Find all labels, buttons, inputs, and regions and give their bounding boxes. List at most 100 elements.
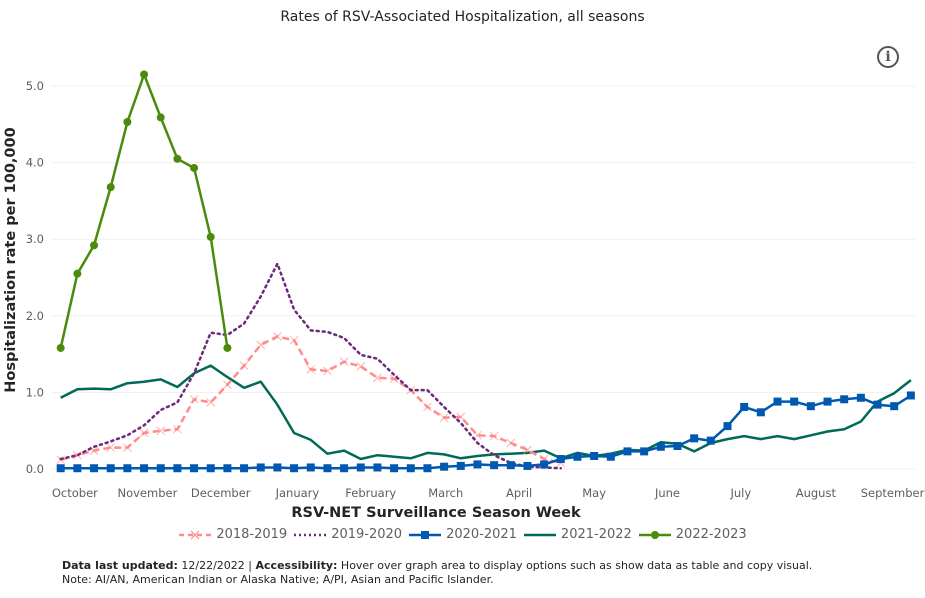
series-2020-2021[interactable] xyxy=(56,391,915,473)
data-point[interactable] xyxy=(706,436,715,445)
data-point[interactable] xyxy=(156,426,166,436)
legend-item[interactable]: 2019-2020 xyxy=(293,527,402,542)
data-point[interactable] xyxy=(723,422,732,431)
data-point[interactable] xyxy=(173,424,182,434)
data-point[interactable] xyxy=(740,402,749,411)
data-point[interactable] xyxy=(506,438,516,448)
data-point[interactable] xyxy=(140,464,149,473)
data-point[interactable] xyxy=(73,464,82,473)
series-line[interactable] xyxy=(59,262,563,470)
data-point[interactable] xyxy=(290,464,299,473)
data-point[interactable] xyxy=(756,408,765,417)
data-point[interactable] xyxy=(340,464,349,473)
data-point[interactable] xyxy=(156,464,165,473)
data-point[interactable] xyxy=(289,335,299,345)
data-point[interactable] xyxy=(156,113,165,122)
data-point[interactable] xyxy=(356,362,366,371)
data-point[interactable] xyxy=(223,343,232,352)
data-point[interactable] xyxy=(223,380,232,390)
data-point[interactable] xyxy=(190,464,199,473)
series-line[interactable] xyxy=(60,394,912,470)
data-point[interactable] xyxy=(490,461,499,470)
data-point[interactable] xyxy=(673,442,682,451)
data-point[interactable] xyxy=(489,431,499,441)
data-point[interactable] xyxy=(573,452,582,461)
data-point[interactable] xyxy=(223,464,232,473)
data-point[interactable] xyxy=(773,397,782,406)
data-point[interactable] xyxy=(140,70,149,79)
series-line[interactable] xyxy=(59,73,229,349)
series-2019-2020[interactable] xyxy=(59,262,563,470)
series-2022-2023[interactable] xyxy=(56,70,232,352)
data-point[interactable] xyxy=(90,464,99,473)
data-point[interactable] xyxy=(306,463,315,472)
info-icon[interactable]: i xyxy=(877,46,899,68)
data-point[interactable] xyxy=(239,361,249,370)
data-point[interactable] xyxy=(656,442,665,451)
data-point[interactable] xyxy=(206,398,216,407)
data-point[interactable] xyxy=(856,393,865,402)
legend-item[interactable]: 2018-2019 xyxy=(178,527,287,542)
data-point[interactable] xyxy=(90,241,99,250)
data-point[interactable] xyxy=(440,462,449,471)
legend-item[interactable]: 2022-2023 xyxy=(638,527,747,542)
data-point[interactable] xyxy=(173,154,182,163)
data-point[interactable] xyxy=(806,402,815,411)
data-point[interactable] xyxy=(406,464,415,473)
legend-item[interactable]: 2020-2021 xyxy=(408,527,517,542)
data-point[interactable] xyxy=(306,365,316,374)
series-line[interactable] xyxy=(60,364,912,461)
data-point[interactable] xyxy=(356,463,365,472)
series-2021-2022[interactable] xyxy=(60,364,912,461)
data-point[interactable] xyxy=(690,434,699,443)
data-point[interactable] xyxy=(106,464,115,473)
data-point[interactable] xyxy=(906,391,915,400)
data-point[interactable] xyxy=(523,445,532,455)
data-point[interactable] xyxy=(790,397,799,406)
line-chart[interactable]: 0.0 1.0 2.0 3.0 4.0 5.0 October November Decemb… xyxy=(0,0,925,520)
data-point[interactable] xyxy=(123,464,132,473)
data-point[interactable] xyxy=(123,443,132,452)
data-point[interactable] xyxy=(173,464,182,473)
data-point[interactable] xyxy=(606,452,615,461)
data-point[interactable] xyxy=(206,464,215,473)
data-point[interactable] xyxy=(423,464,432,473)
data-point[interactable] xyxy=(73,269,82,278)
legend-item[interactable]: 2021-2022 xyxy=(523,527,632,542)
data-point[interactable] xyxy=(56,464,65,473)
data-point[interactable] xyxy=(873,400,882,409)
data-point[interactable] xyxy=(256,463,265,472)
data-point[interactable] xyxy=(123,118,132,127)
data-point[interactable] xyxy=(390,464,399,473)
data-point[interactable] xyxy=(190,163,199,172)
data-point[interactable] xyxy=(439,413,449,423)
data-point[interactable] xyxy=(240,464,249,473)
data-point[interactable] xyxy=(890,402,899,411)
data-point[interactable] xyxy=(640,447,649,456)
data-point[interactable] xyxy=(423,402,432,412)
data-point[interactable] xyxy=(840,395,849,404)
data-point[interactable] xyxy=(273,332,282,341)
data-point[interactable] xyxy=(823,397,832,406)
data-point[interactable] xyxy=(523,461,532,470)
data-point[interactable] xyxy=(106,443,116,452)
data-point[interactable] xyxy=(556,455,565,464)
data-point[interactable] xyxy=(373,373,382,383)
data-point[interactable] xyxy=(189,394,199,404)
data-point[interactable] xyxy=(540,460,549,469)
data-point[interactable] xyxy=(323,464,332,473)
series-line[interactable] xyxy=(60,335,562,465)
data-point[interactable] xyxy=(139,428,149,438)
data-point[interactable] xyxy=(373,463,382,472)
data-point[interactable] xyxy=(623,447,632,456)
data-point[interactable] xyxy=(206,232,215,241)
data-point[interactable] xyxy=(473,460,482,469)
data-point[interactable] xyxy=(56,343,65,352)
series-2018-2019[interactable] xyxy=(56,332,566,468)
data-point[interactable] xyxy=(506,461,515,470)
data-point[interactable] xyxy=(339,357,349,367)
data-point[interactable] xyxy=(273,463,282,472)
data-point[interactable] xyxy=(106,183,115,192)
data-point[interactable] xyxy=(256,340,266,350)
data-point[interactable] xyxy=(323,366,332,376)
